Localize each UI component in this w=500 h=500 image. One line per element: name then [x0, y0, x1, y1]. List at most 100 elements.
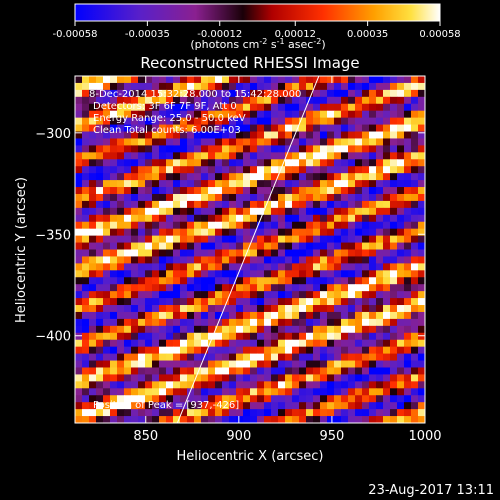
heatmap-cell: [411, 228, 419, 237]
heatmap-cell: [390, 235, 398, 244]
heatmap-cell: [250, 214, 258, 223]
heatmap-cell: [334, 173, 342, 181]
heatmap-cell: [89, 214, 97, 223]
heatmap-cell: [208, 214, 216, 223]
heatmap-cell: [411, 332, 419, 341]
heatmap-cell: [334, 291, 342, 299]
heatmap-cell: [243, 346, 251, 355]
heatmap-cell: [180, 110, 188, 119]
heatmap-cell: [411, 76, 419, 84]
heatmap-cell: [250, 187, 258, 195]
heatmap-cell: [250, 249, 258, 257]
heatmap-cell: [236, 374, 244, 382]
heatmap-cell: [166, 124, 174, 133]
heatmap-cell: [292, 388, 300, 396]
heatmap-cell: [173, 339, 181, 348]
heatmap-cell: [271, 409, 279, 417]
heatmap-cell: [334, 200, 342, 209]
heatmap-cell: [138, 388, 146, 396]
heatmap-cell: [103, 284, 111, 292]
heatmap-cell: [334, 124, 342, 133]
heatmap-cell: [264, 416, 272, 423]
heatmap-cell: [215, 242, 223, 250]
heatmap-cell: [145, 402, 153, 410]
heatmap-cell: [124, 416, 132, 423]
heatmap-cell: [131, 214, 139, 223]
heatmap-cell: [145, 96, 153, 105]
heatmap-cell: [306, 138, 314, 146]
heatmap-cell: [124, 193, 132, 202]
heatmap-cell: [355, 388, 363, 396]
heatmap-cell: [124, 367, 132, 375]
heatmap-cell: [285, 200, 293, 209]
heatmap-cell: [348, 395, 356, 403]
heatmap-cell: [96, 193, 104, 202]
heatmap-cell: [131, 207, 139, 216]
heatmap-cell: [236, 152, 244, 160]
heatmap-cell: [124, 180, 132, 188]
heatmap-cell: [390, 76, 398, 84]
heatmap-cell: [278, 291, 286, 299]
heatmap-cell: [208, 173, 216, 181]
heatmap-cell: [82, 221, 90, 230]
heatmap-cell: [243, 159, 251, 167]
heatmap-cell: [243, 76, 251, 84]
heatmap-cell: [271, 388, 279, 396]
heatmap-cell: [320, 305, 328, 313]
heatmap-cell: [243, 82, 251, 91]
heatmap-cell: [145, 200, 153, 209]
heatmap-cell: [236, 214, 244, 223]
heatmap-cell: [390, 291, 398, 299]
heatmap-cell: [369, 173, 377, 181]
heatmap-cell: [89, 96, 97, 105]
heatmap-cell: [271, 221, 279, 230]
heatmap-cell: [215, 291, 223, 299]
heatmap-cell: [138, 103, 146, 112]
heatmap-cell: [103, 124, 111, 133]
heatmap-cell: [348, 318, 356, 327]
heatmap-cell: [110, 353, 118, 362]
heatmap-cell: [271, 339, 279, 348]
heatmap-cell: [292, 402, 300, 410]
heatmap-cell: [369, 388, 377, 396]
heatmap-cell: [411, 263, 419, 271]
heatmap-cell: [348, 311, 356, 320]
heatmap-cell: [117, 381, 125, 389]
heatmap-cell: [306, 374, 314, 382]
heatmap-cell: [355, 200, 363, 209]
heatmap-cell: [96, 353, 104, 362]
heatmap-cell: [383, 242, 391, 250]
heatmap-cell: [369, 152, 377, 160]
heatmap-cell: [411, 311, 419, 320]
heatmap-cell: [411, 124, 419, 133]
heatmap-cell: [201, 249, 209, 257]
heatmap-cell: [355, 221, 363, 230]
heatmap-cell: [334, 89, 342, 98]
heatmap-cell: [173, 110, 181, 119]
heatmap-cell: [376, 360, 384, 368]
heatmap-cell: [320, 360, 328, 368]
heatmap-cell: [264, 402, 272, 410]
heatmap-cell: [264, 221, 272, 230]
heatmap-cell: [201, 221, 209, 230]
heatmap-cell: [110, 235, 118, 244]
heatmap-cell: [362, 395, 370, 403]
heatmap-cell: [82, 82, 90, 91]
heatmap-cell: [201, 339, 209, 348]
heatmap-cell: [124, 214, 132, 223]
heatmap-cell: [117, 284, 125, 292]
heatmap-cell: [152, 249, 160, 257]
heatmap-cell: [411, 318, 419, 327]
heatmap-cell: [222, 332, 230, 341]
heatmap-cell: [418, 339, 425, 348]
heatmap-cell: [103, 374, 111, 382]
heatmap-cell: [173, 173, 181, 181]
heatmap-cell: [404, 298, 412, 306]
heatmap-cell: [152, 277, 160, 285]
heatmap-cell: [411, 173, 419, 181]
heatmap-cell: [138, 277, 146, 285]
heatmap-cell: [418, 242, 425, 250]
heatmap-cell: [306, 242, 314, 250]
heatmap-cell: [327, 367, 335, 375]
heatmap-cell: [278, 159, 286, 167]
